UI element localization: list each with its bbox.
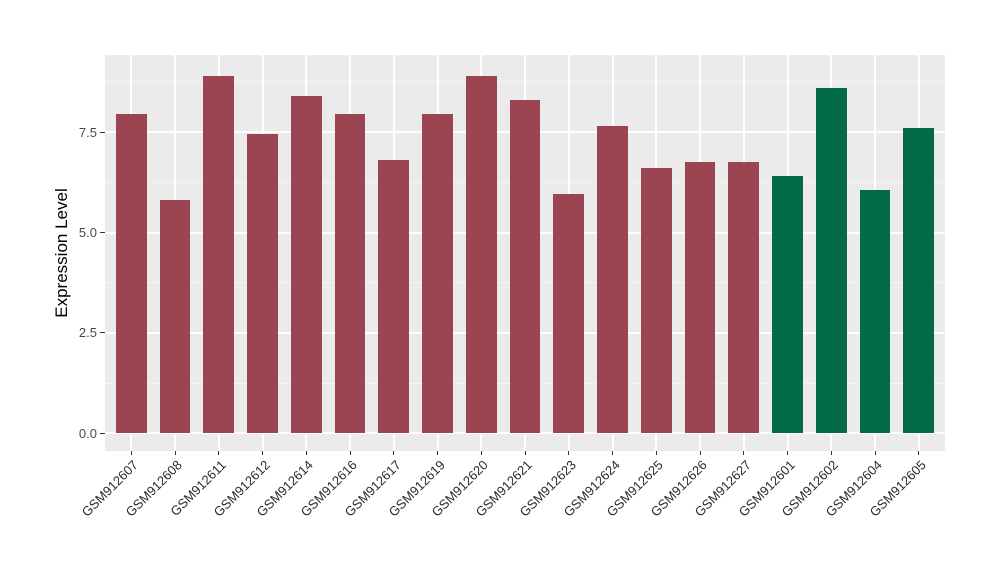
x-tick-mark bbox=[349, 451, 351, 455]
y-tick-label: 5.0 bbox=[78, 225, 97, 241]
x-tick-mark bbox=[830, 451, 832, 455]
x-tick-mark bbox=[174, 451, 176, 455]
bar-GSM912627 bbox=[728, 162, 760, 434]
plot-panel bbox=[105, 55, 945, 451]
y-tick-label: 7.5 bbox=[78, 124, 97, 140]
bar-GSM912614 bbox=[290, 95, 322, 434]
x-tick-mark bbox=[743, 451, 745, 455]
bar-GSM912612 bbox=[247, 134, 278, 434]
bar-GSM912617 bbox=[378, 160, 410, 434]
bar-GSM912620 bbox=[465, 75, 497, 434]
y-axis-title: Expression Level bbox=[52, 188, 71, 318]
bar-GSM912604 bbox=[859, 190, 891, 434]
y-tick-label: 0.0 bbox=[78, 425, 97, 441]
x-tick-mark bbox=[524, 451, 526, 455]
x-tick-mark bbox=[655, 451, 657, 455]
x-tick-mark bbox=[218, 451, 220, 455]
bar-GSM912624 bbox=[597, 126, 628, 434]
bar-GSM912611 bbox=[203, 75, 235, 434]
x-tick-mark bbox=[918, 451, 920, 455]
bar-GSM912616 bbox=[334, 114, 366, 434]
x-tick-mark bbox=[612, 451, 613, 455]
x-tick-mark bbox=[130, 451, 132, 455]
bar-GSM912619 bbox=[422, 114, 453, 434]
bar-GSM912602 bbox=[815, 87, 847, 434]
bar-GSM912621 bbox=[509, 99, 541, 434]
bar-GSM912607 bbox=[115, 114, 147, 434]
x-tick-mark bbox=[393, 451, 395, 455]
bar-GSM912605 bbox=[903, 128, 935, 434]
x-tick-mark bbox=[262, 451, 263, 455]
y-tick-label: 2.5 bbox=[78, 325, 97, 341]
x-tick-mark bbox=[699, 451, 701, 455]
x-tick-mark bbox=[437, 451, 438, 455]
bar-GSM912601 bbox=[772, 176, 803, 434]
x-tick-label: GSM912605 bbox=[866, 457, 929, 520]
bar-GSM912625 bbox=[640, 168, 672, 434]
y-tick-mark bbox=[100, 432, 105, 434]
x-tick-mark bbox=[305, 451, 307, 455]
x-tick-mark bbox=[480, 451, 482, 455]
y-tick-mark bbox=[100, 131, 105, 133]
x-tick-mark bbox=[568, 451, 570, 455]
x-tick-mark bbox=[874, 451, 876, 455]
y-tick-mark bbox=[100, 232, 105, 234]
y-tick-mark bbox=[100, 332, 105, 334]
bar-GSM912626 bbox=[684, 162, 716, 434]
bar-GSM912608 bbox=[159, 200, 191, 434]
bar-GSM912623 bbox=[553, 194, 585, 434]
x-tick-mark bbox=[787, 451, 788, 455]
